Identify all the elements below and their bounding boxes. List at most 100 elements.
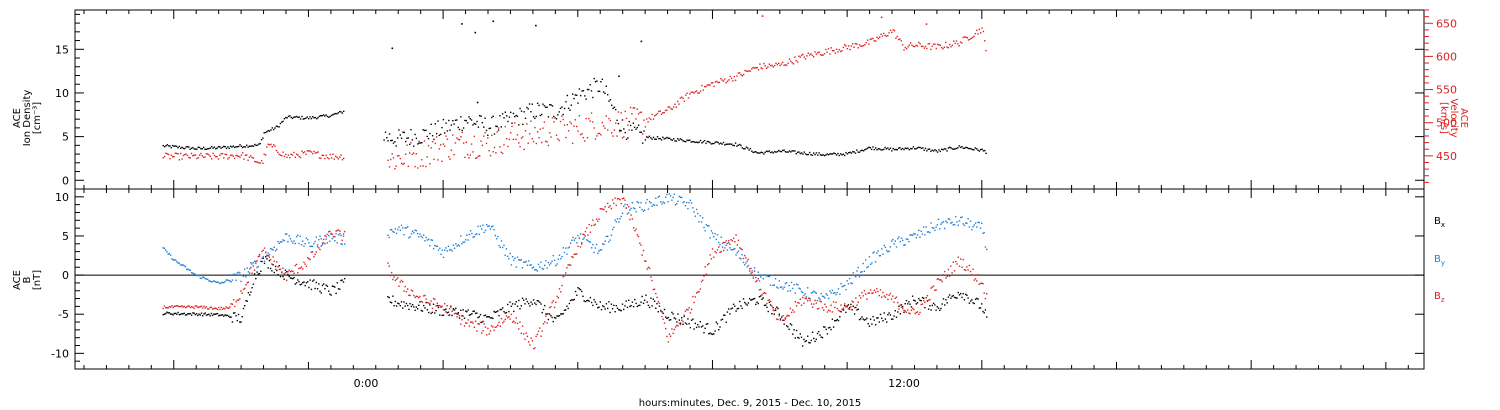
data-point (475, 123, 477, 125)
data-point (703, 332, 705, 334)
data-point (673, 106, 675, 108)
data-point (825, 154, 827, 156)
data-point (946, 302, 948, 304)
data-point (835, 301, 837, 304)
data-point (730, 143, 733, 145)
data-point (571, 239, 573, 241)
data-point (799, 298, 801, 300)
data-point (415, 295, 417, 298)
data-point (911, 147, 913, 150)
data-point (635, 118, 637, 120)
data-point (229, 316, 231, 318)
data-point (952, 261, 954, 263)
data-point (278, 265, 280, 267)
data-point (916, 311, 919, 313)
data-point (242, 275, 245, 277)
data-point (188, 269, 190, 271)
data-point (885, 148, 888, 150)
data-point (581, 242, 583, 244)
data-point (424, 240, 426, 242)
data-point (884, 318, 887, 320)
data-point (636, 126, 638, 129)
data-point (747, 70, 749, 73)
data-point (865, 259, 867, 261)
data-point (493, 146, 496, 149)
data-point (711, 333, 714, 336)
data-point (657, 300, 659, 303)
data-point (442, 143, 445, 145)
data-point (786, 315, 788, 317)
data-point (715, 252, 717, 254)
data-point (779, 318, 782, 320)
data-point (650, 118, 652, 121)
data-point (180, 147, 182, 149)
data-point (961, 216, 963, 218)
data-point (339, 230, 341, 232)
outlier-point (640, 40, 643, 43)
data-point (169, 145, 171, 147)
data-point (861, 316, 863, 318)
data-point (965, 269, 967, 271)
data-point (220, 306, 222, 309)
data-point (867, 265, 869, 268)
y-tick-label: 15 (55, 43, 69, 56)
data-point (742, 257, 745, 260)
data-point (631, 218, 634, 220)
data-point (202, 276, 204, 278)
data-point (966, 222, 968, 224)
data-point (223, 157, 225, 159)
data-point (275, 149, 278, 152)
data-point (642, 142, 644, 144)
data-point (426, 301, 429, 304)
data-point (977, 274, 979, 276)
data-point (776, 318, 778, 320)
data-point (267, 255, 269, 257)
data-point (184, 306, 187, 309)
data-point (608, 206, 610, 208)
data-point (666, 109, 668, 111)
data-point (302, 281, 304, 284)
data-point (574, 253, 577, 255)
data-point (534, 117, 536, 120)
data-point (716, 323, 719, 325)
data-point (311, 251, 314, 253)
data-point (516, 256, 519, 258)
data-point (195, 274, 198, 277)
data-point (462, 315, 464, 317)
data-point (791, 62, 793, 64)
data-point (198, 146, 201, 149)
data-point (624, 131, 626, 134)
data-point (563, 107, 566, 110)
data-point (663, 202, 666, 204)
data-point (274, 265, 277, 268)
data-point (542, 127, 544, 129)
data-point (660, 310, 662, 312)
data-point (535, 142, 537, 145)
data-point (499, 308, 501, 311)
data-point (706, 84, 708, 86)
data-point (526, 106, 528, 109)
data-point (544, 304, 546, 307)
data-point (821, 154, 823, 156)
data-point (603, 208, 605, 211)
data-point (607, 307, 609, 310)
data-point (527, 108, 529, 110)
data-point (871, 262, 873, 264)
data-point (978, 150, 981, 152)
data-point (740, 258, 742, 260)
data-point (189, 312, 192, 315)
data-point (824, 303, 826, 305)
data-point (916, 147, 919, 149)
data-point (621, 119, 624, 121)
bottom-left-axis-title: ACE B [nT] (12, 270, 43, 290)
data-point (391, 153, 393, 155)
data-point (194, 148, 197, 150)
data-point (490, 325, 493, 327)
data-point (932, 285, 935, 287)
data-point (523, 148, 525, 151)
data-point (795, 153, 797, 155)
data-point (677, 200, 679, 202)
data-point (866, 266, 868, 269)
data-point (216, 147, 218, 149)
data-point (698, 326, 700, 328)
